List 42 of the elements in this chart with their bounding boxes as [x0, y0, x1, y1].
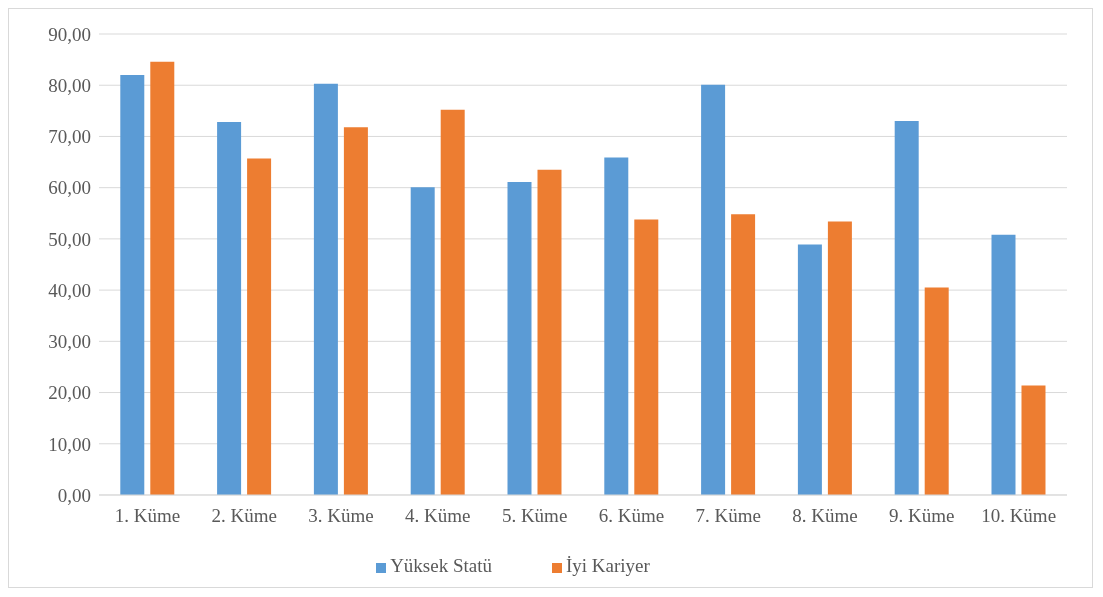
bar: [120, 74, 145, 495]
bar: [731, 214, 756, 495]
y-tick-label: 60,00: [48, 177, 91, 199]
bar: [827, 221, 852, 495]
bar: [991, 234, 1016, 495]
bar: [634, 219, 659, 495]
y-tick-label: 80,00: [48, 74, 91, 96]
bar: [440, 109, 465, 495]
bar: [894, 121, 919, 495]
x-tick-label: 1. Küme: [114, 505, 181, 527]
x-tick-label: 6. Küme: [598, 505, 665, 527]
y-tick-label: 30,00: [48, 331, 91, 353]
bar: [217, 122, 242, 495]
x-tick-label: 4. Küme: [405, 505, 471, 527]
y-tick-label: 40,00: [48, 279, 91, 301]
x-tick-label: 2. Küme: [211, 505, 277, 527]
bar: [410, 187, 435, 495]
bar: [343, 127, 368, 495]
bar: [537, 169, 562, 495]
bar: [247, 158, 272, 495]
bar: [150, 61, 175, 495]
x-tick-label: 7. Küme: [695, 505, 761, 527]
bar: [924, 287, 949, 495]
x-tick-label: 3. Küme: [308, 505, 374, 527]
x-tick-label: 10. Küme: [981, 505, 1057, 527]
bar: [604, 157, 629, 495]
legend-label: Yüksek Statü: [390, 555, 492, 576]
y-tick-label: 50,00: [48, 228, 91, 250]
bar: [797, 244, 822, 495]
bar: [313, 83, 338, 495]
bar: [507, 182, 532, 495]
x-tick-label: 5. Küme: [501, 505, 568, 527]
x-tick-label: 8. Küme: [792, 505, 858, 527]
y-tick-label: 10,00: [48, 433, 91, 455]
bar: [1021, 385, 1046, 495]
y-tick-label: 0,00: [57, 484, 91, 506]
y-tick-label: 70,00: [48, 126, 91, 148]
y-tick-label: 90,00: [48, 23, 91, 45]
legend-label: İyi Kariyer: [565, 555, 650, 576]
bar: [701, 84, 726, 495]
y-tick-label: 20,00: [48, 382, 91, 404]
x-tick-label: 9. Küme: [889, 505, 955, 527]
